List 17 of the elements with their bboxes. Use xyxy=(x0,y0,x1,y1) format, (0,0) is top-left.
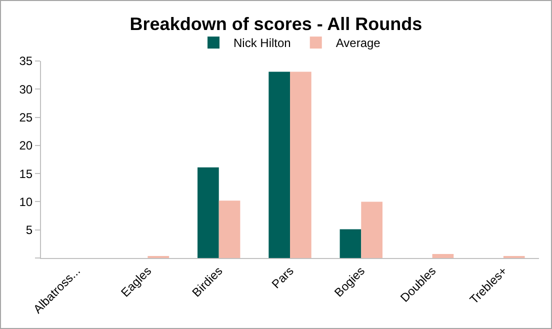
chart-title: Breakdown of scores - All Rounds xyxy=(130,14,422,34)
y-tick-label: 15 xyxy=(19,166,33,181)
legend-label: Average xyxy=(336,36,381,50)
y-tick-label: 5 xyxy=(26,223,33,238)
bar xyxy=(198,167,219,258)
y-tick-label: 20 xyxy=(19,138,33,153)
bar xyxy=(432,254,454,258)
bar xyxy=(340,229,362,258)
bar xyxy=(268,72,290,258)
bar xyxy=(218,200,240,258)
y-tick-label: 35 xyxy=(19,54,33,68)
y-tick-label: 30 xyxy=(19,82,33,96)
bar xyxy=(361,202,382,258)
y-tick-label: 25 xyxy=(19,110,33,124)
bar xyxy=(290,72,312,258)
legend-label: Nick Hilton xyxy=(234,36,291,50)
y-tick-label: 10 xyxy=(19,194,33,209)
